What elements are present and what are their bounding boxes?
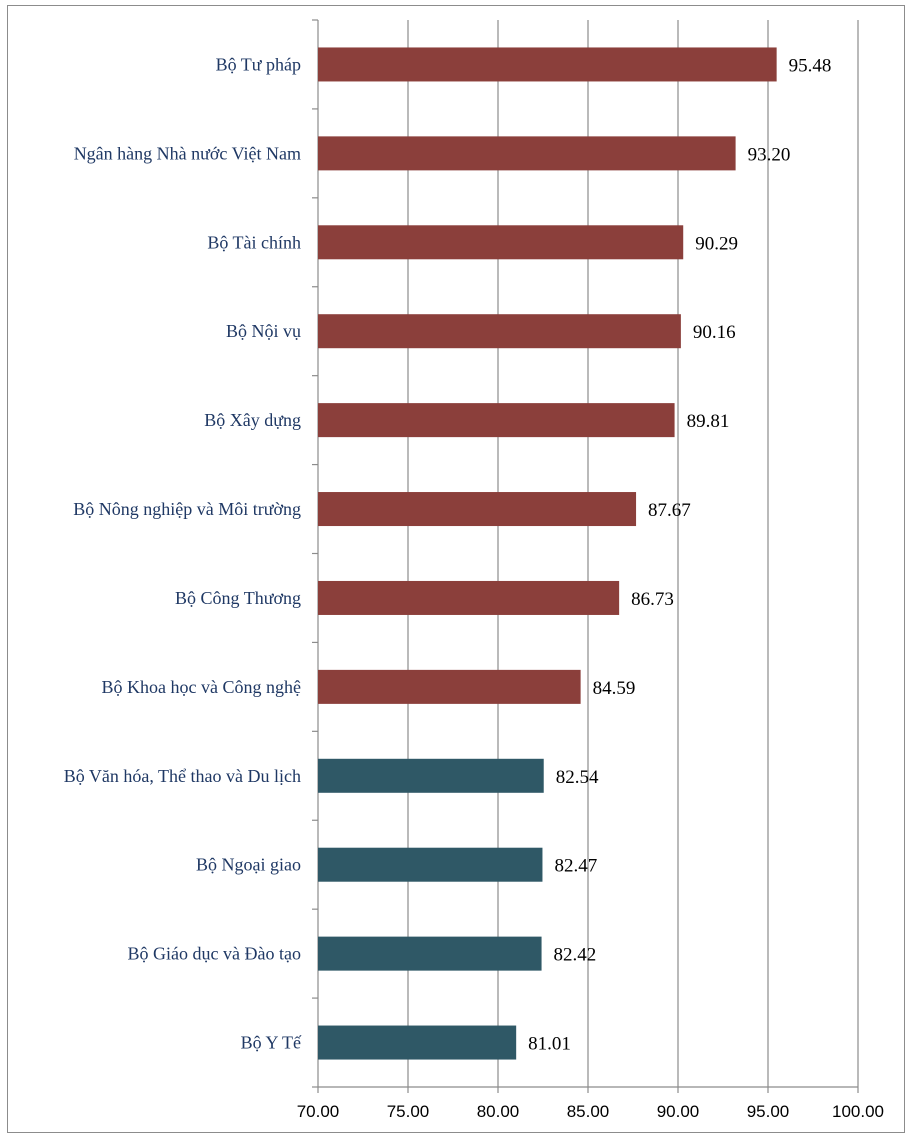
bar	[318, 225, 684, 260]
bar	[318, 669, 581, 704]
bar	[318, 580, 620, 615]
bar	[318, 847, 543, 882]
data-label: 86.73	[631, 589, 674, 610]
bar	[318, 492, 637, 527]
axes	[312, 19, 859, 1093]
category-label: Bộ Giáo dục và Đào tạo	[128, 944, 301, 964]
data-label: 87.67	[648, 500, 691, 521]
x-tick-label: 70.00	[297, 1102, 340, 1121]
data-label: 82.47	[554, 856, 597, 877]
category-label: Bộ Khoa học và Công nghệ	[102, 677, 301, 697]
category-labels: Bộ Tư pháp Ngân hàng Nhà nước Việt Nam Bộ …	[64, 54, 302, 1052]
category-label: Bộ Công Thương	[175, 588, 301, 608]
category-label: Bộ Tài chính	[207, 232, 301, 252]
data-label: 82.54	[556, 767, 599, 788]
category-label: Bộ Tư pháp	[216, 54, 301, 74]
data-label: 95.48	[789, 55, 832, 76]
bars	[318, 47, 777, 1060]
gridlines	[407, 20, 859, 1087]
bar	[318, 936, 542, 971]
data-label: 93.20	[748, 144, 791, 165]
bar	[318, 403, 675, 438]
x-tick-label: 80.00	[477, 1102, 520, 1121]
bar	[318, 47, 777, 82]
bar	[318, 136, 736, 171]
data-label: 81.01	[528, 1034, 571, 1055]
category-label: Bộ Xây dựng	[204, 410, 301, 430]
x-tick-label: 95.00	[747, 1102, 790, 1121]
data-label: 82.42	[554, 945, 597, 966]
bar	[318, 758, 544, 793]
category-label: Bộ Ngoại giao	[196, 855, 301, 875]
x-tick-label: 75.00	[387, 1102, 430, 1121]
bar	[318, 1025, 517, 1060]
data-label: 90.29	[695, 233, 738, 254]
category-label: Bộ Y Tế	[241, 1033, 302, 1053]
x-tick-label: 90.00	[657, 1102, 700, 1121]
category-label: Bộ Nội vụ	[226, 321, 301, 341]
data-label: 90.16	[693, 322, 736, 343]
x-tick-label: 85.00	[567, 1102, 610, 1121]
bar	[318, 314, 681, 349]
data-label: 84.59	[593, 678, 636, 699]
x-tick-labels: 70.00 75.00 80.00 85.00 90.00 95.00 100.00	[297, 1102, 884, 1121]
x-tick-label: 100.00	[832, 1102, 884, 1121]
value-labels: 95.48 93.20 90.29 90.16 89.81 87.67 86.73 84.59…	[528, 55, 831, 1054]
category-label: Ngân hàng Nhà nước Việt Nam	[74, 143, 301, 163]
category-label: Bộ Nông nghiệp và Môi trường	[73, 499, 301, 519]
data-label: 89.81	[687, 411, 730, 432]
category-label: Bộ Văn hóa, Thể thao và Du lịch	[64, 766, 301, 786]
